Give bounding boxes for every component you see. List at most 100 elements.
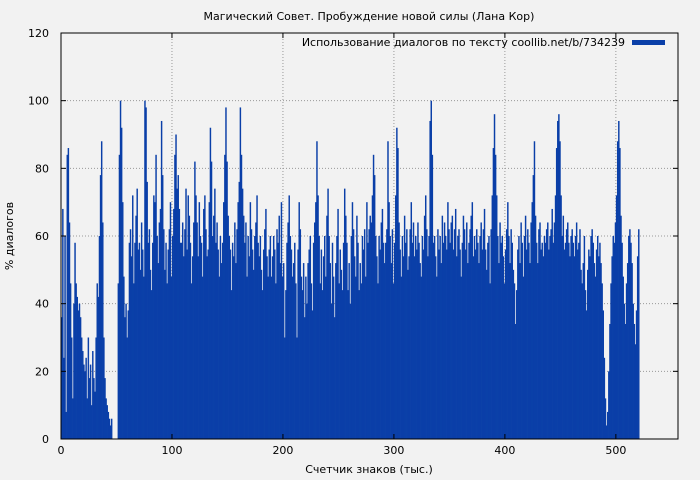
- bar: [135, 215, 137, 439]
- bar: [125, 303, 127, 439]
- bar: [255, 222, 257, 439]
- bar: [410, 202, 413, 439]
- bar: [259, 236, 262, 439]
- legend-swatch: [632, 40, 665, 45]
- bar: [537, 263, 539, 439]
- bar: [534, 215, 537, 439]
- bar: [236, 229, 238, 439]
- bar: [270, 276, 273, 439]
- bar: [191, 256, 194, 439]
- bar: [90, 405, 93, 439]
- bar: [570, 236, 572, 439]
- bar: [630, 242, 632, 439]
- bar: [375, 236, 377, 439]
- bar: [370, 222, 373, 439]
- bar: [623, 303, 626, 439]
- bar: [86, 398, 88, 439]
- bar: [320, 249, 323, 439]
- bar: [512, 269, 515, 439]
- bar: [561, 236, 563, 439]
- bar: [257, 242, 259, 439]
- bar: [482, 229, 485, 439]
- bar: [520, 222, 522, 439]
- bar: [103, 337, 105, 439]
- bar: [274, 249, 276, 439]
- bar: [496, 195, 498, 439]
- bar: [327, 188, 329, 439]
- x-tick-label: 100: [161, 444, 182, 457]
- bar: [304, 317, 306, 439]
- bar: [393, 242, 396, 439]
- bar: [144, 100, 146, 440]
- bar: [260, 269, 263, 439]
- bar: [290, 249, 293, 439]
- bar: [431, 154, 434, 440]
- bar: [312, 242, 315, 439]
- bar: [429, 120, 431, 439]
- bar: [585, 310, 588, 439]
- bar: [443, 222, 446, 439]
- bar: [432, 242, 435, 439]
- bar: [633, 323, 636, 439]
- bar: [619, 148, 621, 439]
- bar: [405, 242, 407, 439]
- legend: Использование диалогов по тексту coollib…: [302, 36, 665, 49]
- bar: [139, 269, 142, 439]
- bar: [504, 249, 507, 439]
- bar: [152, 242, 154, 439]
- bar: [457, 236, 459, 439]
- x-tick-label: 500: [605, 444, 626, 457]
- bar: [301, 290, 304, 439]
- bar: [107, 411, 110, 439]
- bar: [452, 249, 455, 439]
- bar: [166, 283, 168, 439]
- bar: [184, 229, 186, 439]
- bar: [514, 323, 517, 439]
- bar: [451, 215, 454, 439]
- bar: [228, 236, 231, 439]
- bar: [261, 290, 264, 439]
- bar: [608, 371, 610, 439]
- bar: [472, 256, 475, 439]
- bar: [491, 195, 494, 439]
- bar: [208, 202, 211, 439]
- bar: [342, 242, 345, 439]
- bar: [110, 418, 113, 439]
- bar: [582, 263, 585, 439]
- bar: [614, 222, 617, 439]
- bar: [160, 120, 163, 439]
- bar: [252, 269, 255, 439]
- bar: [602, 310, 604, 439]
- bar: [140, 222, 143, 439]
- bar: [629, 229, 631, 439]
- bar: [105, 398, 107, 439]
- bar: [473, 236, 476, 439]
- bar: [371, 195, 374, 439]
- bar: [628, 236, 630, 439]
- bar: [332, 276, 335, 439]
- bar: [109, 425, 112, 439]
- bar: [458, 229, 460, 439]
- bar: [77, 310, 80, 439]
- bar: [518, 236, 520, 439]
- bar: [604, 398, 607, 439]
- bar: [634, 344, 637, 439]
- bar: [278, 215, 280, 439]
- bar: [403, 215, 406, 439]
- bar: [209, 127, 212, 439]
- bar: [258, 256, 260, 439]
- bar: [343, 188, 346, 439]
- bar: [244, 242, 246, 439]
- bar: [329, 263, 332, 439]
- bar: [494, 154, 497, 440]
- bar: [478, 263, 480, 439]
- bar: [224, 154, 226, 440]
- bar: [223, 202, 225, 439]
- bar: [96, 283, 98, 439]
- bar: [450, 222, 452, 439]
- bar: [179, 242, 182, 439]
- bar: [548, 249, 550, 439]
- bar: [600, 263, 602, 439]
- bar: [267, 276, 269, 439]
